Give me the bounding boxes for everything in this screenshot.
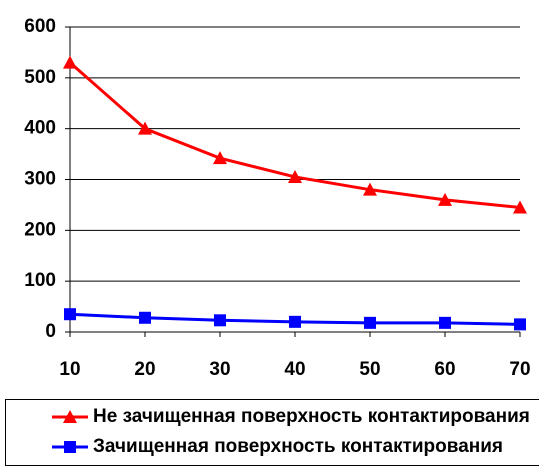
y-tick-label: 100: [24, 270, 56, 291]
data-point: [138, 121, 152, 135]
data-point: [214, 314, 226, 327]
data-point: [289, 315, 301, 328]
y-tick-label: 0: [45, 321, 56, 342]
data-point: [63, 55, 77, 69]
data-point: [139, 311, 151, 324]
y-tick-label: 200: [24, 219, 56, 240]
x-tick-label: 20: [134, 359, 155, 380]
data-point: [288, 169, 302, 183]
legend-marker: [64, 441, 76, 453]
data-point: [513, 200, 527, 214]
legend-box: [5, 399, 539, 466]
data-point: [64, 308, 76, 321]
legend-label: Зачищенная поверхность контактирования: [93, 436, 503, 457]
data-point: [514, 318, 526, 331]
y-tick-label: 300: [24, 169, 56, 190]
series-line: [69, 61, 521, 209]
x-tick-label: 70: [509, 359, 530, 380]
data-point: [439, 316, 451, 329]
y-tick-label: 500: [24, 67, 56, 88]
x-tick-label: 50: [359, 359, 380, 380]
x-tick-label: 10: [59, 359, 80, 380]
x-tick-label: 60: [434, 359, 455, 380]
data-point: [438, 192, 452, 206]
data-point: [213, 151, 227, 165]
legend-label: Не зачищенная поверхность контактировани…: [93, 406, 530, 427]
y-tick-label: 600: [24, 16, 56, 37]
data-point: [363, 182, 377, 196]
data-point: [364, 316, 376, 329]
x-tick-label: 30: [209, 359, 230, 380]
y-tick-label: 400: [24, 118, 56, 139]
legend-marker: [63, 410, 77, 423]
x-tick-label: 40: [284, 359, 305, 380]
